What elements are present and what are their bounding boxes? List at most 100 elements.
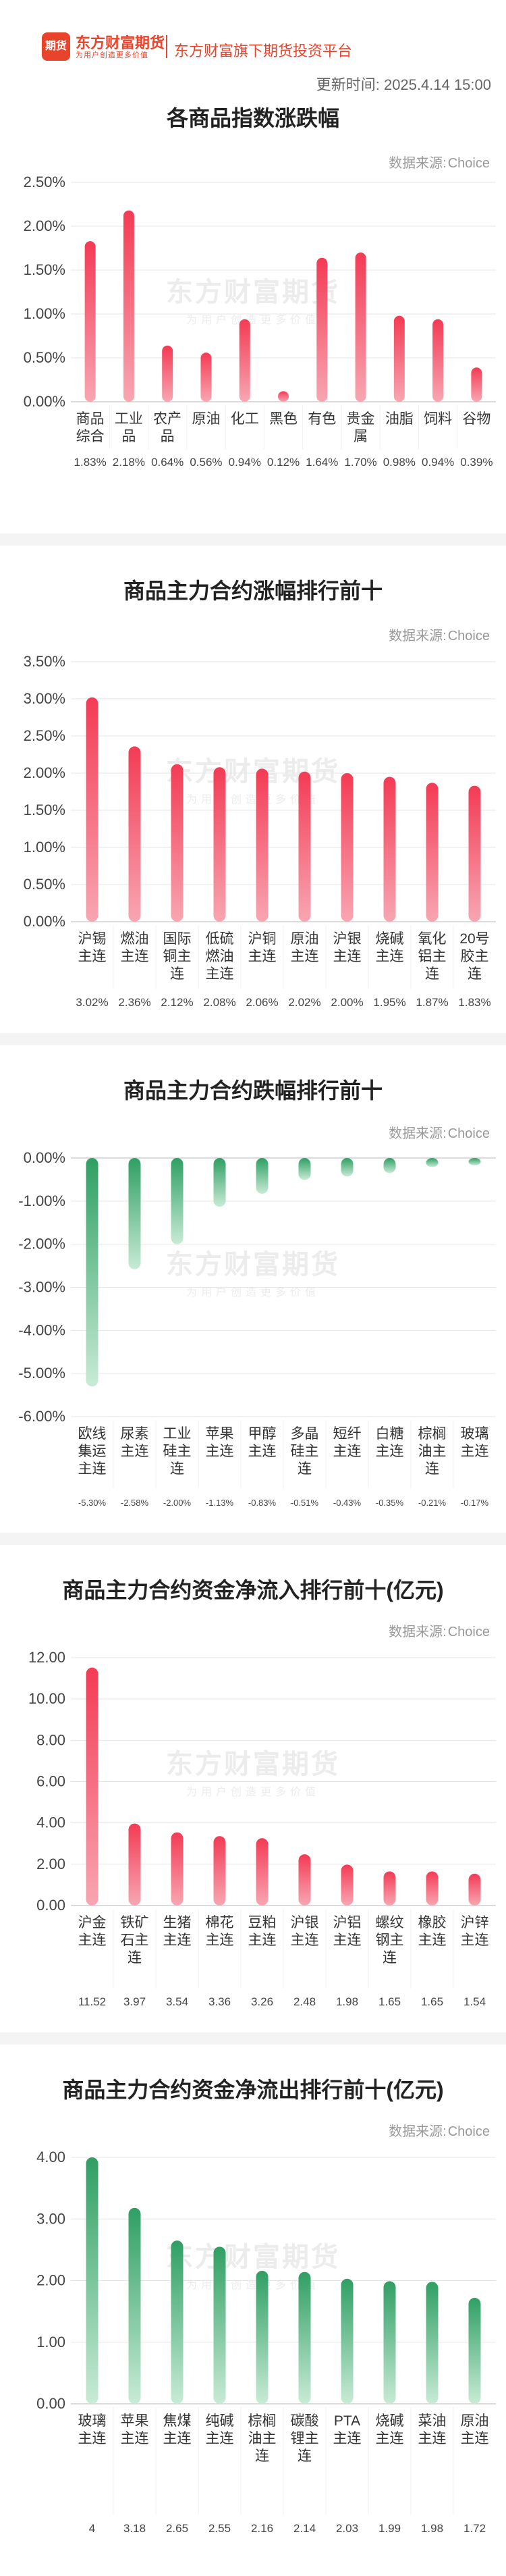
- category-label: 油主: [418, 1444, 447, 1459]
- data-label: -1.13%: [206, 1498, 234, 1508]
- bar: [162, 345, 173, 402]
- bar: [341, 773, 354, 922]
- y-tick-label: 0.50%: [24, 349, 65, 366]
- category-label: 玻璃: [78, 2413, 107, 2429]
- chart-title-top-losers: 商品主力合约跌幅排行前十: [123, 1078, 383, 1103]
- category-label: 谷物: [462, 411, 490, 427]
- data-label: -2.58%: [121, 1498, 149, 1508]
- y-tick-label: 2.50%: [24, 174, 65, 190]
- category-label: 沪铜: [248, 931, 277, 947]
- bar: [298, 1854, 311, 1905]
- category-label: 20号: [459, 931, 489, 947]
- data-label: 1.99: [378, 2522, 401, 2535]
- y-tick-label: 0.00: [36, 2395, 65, 2412]
- category-label: 主连: [376, 2431, 404, 2446]
- bar: [341, 1864, 354, 1905]
- bar: [432, 319, 444, 402]
- y-tick-label: 1.50%: [24, 801, 65, 818]
- category-label: 连: [383, 1950, 397, 1966]
- data-label: 2.14: [293, 2522, 316, 2535]
- category-label: 主连: [163, 1933, 192, 1948]
- data-label: 3.26: [251, 1995, 273, 2008]
- y-tick-label: -3.00%: [18, 1279, 65, 1296]
- chart-top-losers: 0.00% -1.00% -2.00% -3.00% -4.00% -5.00% -6.00…: [18, 1149, 496, 1508]
- category-label: 主连: [248, 949, 277, 964]
- category-label: 主连: [206, 966, 234, 982]
- category-label: 碳酸: [291, 2413, 319, 2429]
- data-label: 1.87%: [416, 996, 448, 1009]
- data-label: 3.18: [123, 2522, 146, 2535]
- data-label: 1.95%: [373, 996, 405, 1009]
- data-source: 数据来源: Choice: [389, 1621, 490, 1640]
- bar: [426, 2282, 439, 2404]
- category-label: 沪锌: [461, 1915, 489, 1930]
- category-label: 短纤: [333, 1426, 362, 1442]
- category-label: 生猪: [163, 1915, 192, 1930]
- bar: [213, 1158, 226, 1207]
- bar: [298, 2271, 311, 2404]
- update-time-value: 2025.4.14 15:00: [383, 76, 491, 93]
- y-tick-label: 12.00: [28, 1649, 65, 1666]
- category-label: 油脂: [385, 411, 414, 427]
- category-label: 主连: [121, 1444, 149, 1459]
- y-tick-label: -4.00%: [18, 1321, 65, 1338]
- category-label: 化工: [231, 411, 259, 427]
- category-label: 主连: [206, 1444, 234, 1459]
- data-label: -0.17%: [461, 1498, 489, 1508]
- data-label: 3.36: [208, 1995, 231, 2008]
- category-label: 油主: [248, 2431, 277, 2446]
- y-tick-label: 3.50%: [24, 653, 65, 670]
- category-label: 苹果: [121, 2413, 149, 2429]
- bar: [123, 210, 134, 402]
- brand-logo-icon: 期货: [42, 32, 70, 61]
- chart-title-index-change: 各商品指数涨跌幅: [166, 106, 339, 130]
- data-label: 0.94%: [229, 456, 261, 469]
- category-label: 氧化: [418, 931, 447, 947]
- category-label: 主连: [163, 2431, 192, 2446]
- category-label: 主连: [206, 2431, 234, 2446]
- section-separator: [0, 2032, 506, 2045]
- data-label: 2.65: [166, 2522, 188, 2535]
- data-label: -0.35%: [376, 1498, 404, 1508]
- bar: [171, 2240, 184, 2404]
- bar: [86, 697, 99, 922]
- y-tick-label: 1.00%: [24, 839, 65, 856]
- category-label: 主连: [418, 1933, 447, 1948]
- category-label: 硅主: [163, 1444, 192, 1459]
- category-label: 主连: [78, 2431, 107, 2446]
- category-label: 甲醇: [248, 1426, 277, 1442]
- category-label: 纯碱: [206, 2413, 234, 2429]
- page-header: 期货 东方财富期货 为用户创造更多价值 东方财富旗下期货投资平台: [0, 0, 506, 68]
- category-label: 棕榈: [248, 2413, 277, 2429]
- data-label: 0.94%: [422, 456, 454, 469]
- category-label: 主连: [461, 1933, 489, 1948]
- data-label: 1.65: [421, 1995, 443, 2008]
- category-label: 农产: [153, 411, 181, 427]
- category-label: 苹果: [206, 1426, 234, 1442]
- category-label: 主连: [333, 1444, 362, 1459]
- data-label: 0.39%: [460, 456, 493, 469]
- category-label: 多晶: [291, 1426, 319, 1442]
- bar: [278, 391, 289, 402]
- y-tick-label: 10.00: [28, 1690, 65, 1707]
- bar: [256, 2270, 269, 2404]
- data-label: 0.12%: [267, 456, 300, 469]
- category-label: 沪银: [291, 1915, 319, 1930]
- bar: [239, 319, 250, 402]
- bar: [298, 1158, 311, 1180]
- chart-title-net-outflow: 商品主力合约资金净流出排行前十(亿元): [62, 2078, 444, 2102]
- data-source-value: Choice: [447, 629, 490, 643]
- y-tick-label: 0.00: [36, 1897, 65, 1914]
- bar: [128, 1158, 141, 1269]
- y-tick-label: 0.00%: [24, 393, 65, 410]
- section-separator: [0, 533, 506, 546]
- bar: [200, 352, 212, 402]
- y-tick-label: 2.50%: [24, 727, 65, 744]
- category-label: 连: [170, 1461, 184, 1477]
- bar: [426, 1158, 439, 1167]
- chart-title-net-inflow: 商品主力合约资金净流入排行前十(亿元): [62, 1578, 444, 1602]
- data-source-label: 数据来源:: [389, 156, 447, 171]
- data-label: 2.16: [251, 2522, 273, 2535]
